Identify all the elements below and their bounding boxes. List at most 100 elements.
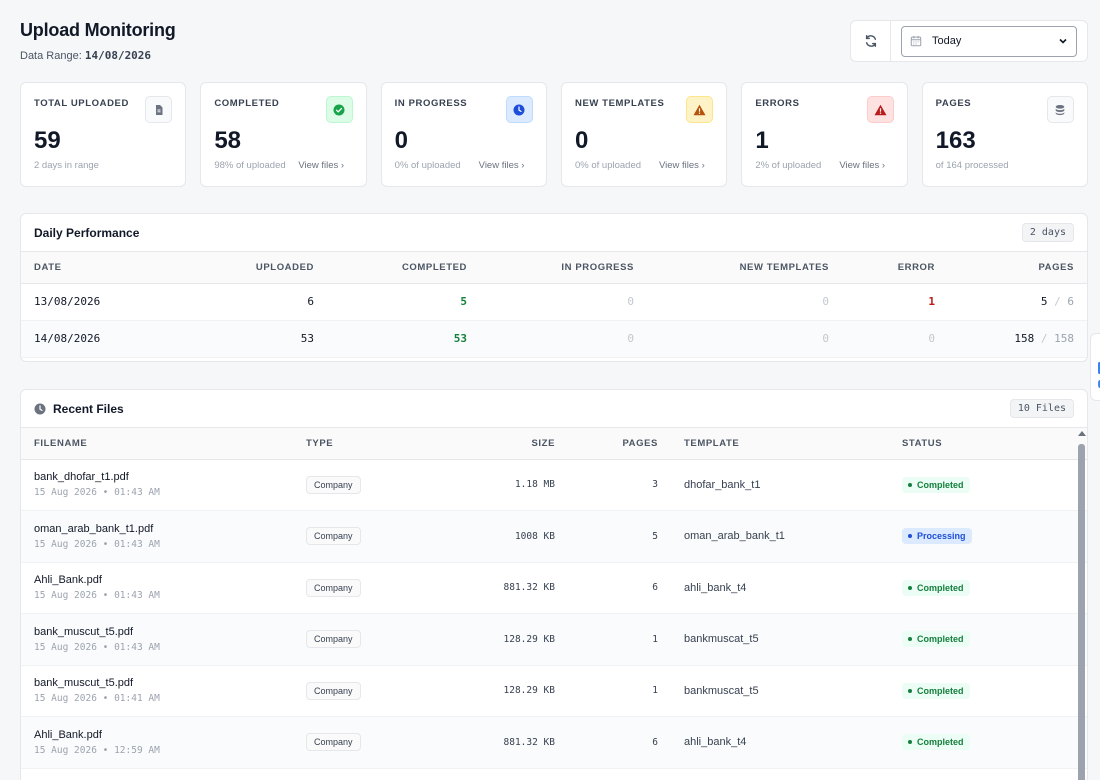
file-name[interactable]: Ahli_Bank.pdf	[34, 574, 102, 587]
cell-type: Company	[293, 665, 421, 717]
table-row[interactable]: bank_muscut_t5.pdf 15 Aug 2026 • 01:43 AM…	[21, 613, 1087, 666]
stat-label: PAGES	[935, 98, 972, 109]
cell-filename: oman_arab_bank_t1.pdf 15 Aug 2026 • 01:43…	[21, 510, 293, 563]
stat-card-new-templates: NEW TEMPLATES 0 0% of uploaded View files ›	[560, 82, 728, 187]
col-error: ERROR	[842, 252, 948, 284]
stat-value: 59	[34, 127, 61, 154]
type-badge: Company	[306, 681, 361, 700]
col-filename: FILENAME	[21, 428, 293, 460]
cell-completed: 5	[327, 283, 480, 321]
table-row[interactable]: Ahli_Bank.pdf 15 Aug 2026 • 01:43 AM Compa…	[21, 562, 1087, 614]
type-badge: Company	[306, 733, 361, 752]
scrollbar-thumb[interactable]	[1078, 444, 1085, 780]
cell-type: Company	[293, 510, 421, 563]
file-name[interactable]: oman_arab_bank_t1.pdf	[34, 522, 154, 535]
stat-label: IN PROGRESS	[394, 98, 468, 109]
stat-subtext: 0% of uploaded	[574, 160, 642, 171]
check-circle-icon	[325, 96, 353, 123]
cell-filename: bank_dhofar_t1.pdf 15 Aug 2026 • 01:43 AM	[21, 459, 293, 511]
pages-separator: /	[1054, 295, 1061, 308]
cell-pages: 5	[568, 510, 671, 563]
stat-subtext: 2% of uploaded	[755, 160, 822, 171]
refresh-button[interactable]	[851, 21, 891, 61]
type-badge: Company	[306, 527, 361, 546]
alert-icon	[866, 96, 894, 123]
cell-type: Company	[293, 716, 421, 769]
chevron-down-icon	[1059, 38, 1067, 44]
type-badge: Company	[306, 578, 361, 597]
stat-value: 58	[214, 127, 242, 154]
cell-type: Company	[293, 459, 421, 511]
cell-pages: 6	[568, 716, 671, 769]
cell-template: oman_arab_bank_t1	[671, 510, 889, 563]
document-icon	[145, 96, 173, 123]
file-name[interactable]: Ahli_Bank.pdf	[34, 728, 102, 741]
recent-files-panel: Recent Files 10 Files FILENAME TYPE SIZE…	[20, 389, 1088, 780]
view-files-link[interactable]: View files ›	[478, 160, 525, 171]
data-range-label: Data Range:	[20, 50, 82, 62]
cell-template: ahli_bank_t4	[671, 716, 889, 769]
cell-error: 0	[842, 320, 948, 358]
pages-total: 158	[1054, 332, 1074, 345]
col-new-templates: NEW TEMPLATES	[647, 252, 842, 284]
status-label: Completed	[917, 634, 964, 645]
page-header: Upload Monitoring Data Range: 14/08/2026	[20, 20, 176, 62]
cell-date: 13/08/2026	[21, 283, 191, 321]
side-panel-tab[interactable]	[1090, 333, 1100, 401]
file-name[interactable]: bank_muscut_t5.pdf	[34, 625, 134, 638]
col-in-progress: IN PROGRESS	[480, 252, 647, 284]
daily-performance-table: DATE UPLOADED COMPLETED IN PROGRESS NEW …	[21, 252, 1087, 358]
col-uploaded: UPLOADED	[191, 252, 327, 284]
files-count-badge: 10 Files	[1009, 399, 1074, 418]
file-date: 15 Aug 2026 • 01:43 AM	[34, 590, 160, 602]
recent-files-header: Recent Files 10 Files	[21, 390, 1087, 428]
scroll-up-arrow[interactable]	[1077, 430, 1086, 439]
type-badge: Company	[306, 630, 361, 649]
stat-subtext: of 164 processed	[935, 160, 1009, 171]
cell-pages: 1	[568, 665, 671, 717]
cell-new-templates: 0	[647, 320, 842, 358]
file-date: 15 Aug 2026 • 12:59 AM	[34, 744, 160, 756]
date-range-select[interactable]: Today	[901, 25, 1077, 57]
caret-up-icon	[1077, 431, 1086, 436]
stat-value: 163	[935, 127, 976, 154]
file-date: 15 Aug 2026 • 01:43 AM	[34, 538, 160, 550]
table-row[interactable]: bank_muscut_t5.pdf 15 Aug 2026 • 01:41 AM…	[21, 665, 1087, 717]
table-header-row: DATE UPLOADED COMPLETED IN PROGRESS NEW …	[21, 252, 1087, 284]
cell-template: ahli_bank_t4	[671, 562, 889, 614]
cell-error: 1	[842, 283, 948, 321]
stat-label: COMPLETED	[214, 98, 280, 109]
daily-performance-title: Daily Performance	[34, 225, 140, 240]
stat-label: TOTAL UPLOADED	[34, 98, 129, 109]
cell-date: 14/08/2026	[21, 320, 191, 358]
cell-uploaded: 6	[191, 283, 327, 321]
file-name[interactable]: bank_muscut_t5.pdf	[34, 677, 134, 690]
stat-value: 0	[394, 127, 409, 154]
cell-pages: 5 / 6	[948, 283, 1087, 321]
view-files-link[interactable]: View files ›	[298, 160, 345, 171]
cell-filename: Ahli_Bank.pdf 15 Aug 2026 • 01:43 AM	[21, 562, 293, 614]
table-row[interactable]: oman_arab_bank_t1.pdf 15 Aug 2026 • 01:43…	[21, 510, 1087, 563]
stat-subtext: 2 days in range	[34, 160, 99, 171]
table-row[interactable]: bank_dhofar_t1.pdf 15 Aug 2026 • 01:43 AM…	[21, 459, 1087, 511]
view-files-link[interactable]: View files ›	[839, 160, 886, 171]
type-badge: Company	[306, 475, 361, 494]
file-name[interactable]: bank_dhofar_t1.pdf	[34, 471, 129, 484]
file-date: 15 Aug 2026 • 01:43 AM	[34, 641, 160, 653]
cell-size: 881.32 KB	[421, 716, 568, 769]
status-label: Completed	[917, 685, 964, 696]
cell-filename: bank_muscut_t5.pdf 15 Aug 2026 • 01:41 AM	[21, 665, 293, 717]
cell-size: 881.32 KB	[421, 562, 568, 614]
cell-pages: 1	[568, 613, 671, 666]
pages-total: 6	[1067, 295, 1074, 308]
table-row[interactable]: Ahli_Bank.pdf 15 Aug 2026 • 12:59 AM Compa…	[21, 716, 1087, 769]
col-template: TEMPLATE	[671, 428, 889, 460]
file-date: 15 Aug 2026 • 01:43 AM	[34, 487, 160, 499]
view-files-link[interactable]: View files ›	[658, 160, 705, 171]
table-header-row: FILENAME TYPE SIZE PAGES TEMPLATE STATUS	[21, 428, 1087, 460]
cell-size: 1.18 MB	[421, 459, 568, 511]
cell-size: 1008 KB	[421, 510, 568, 563]
date-range-value: Today	[932, 35, 962, 47]
cell-pages: 6	[568, 562, 671, 614]
status-label: Completed	[917, 582, 964, 593]
